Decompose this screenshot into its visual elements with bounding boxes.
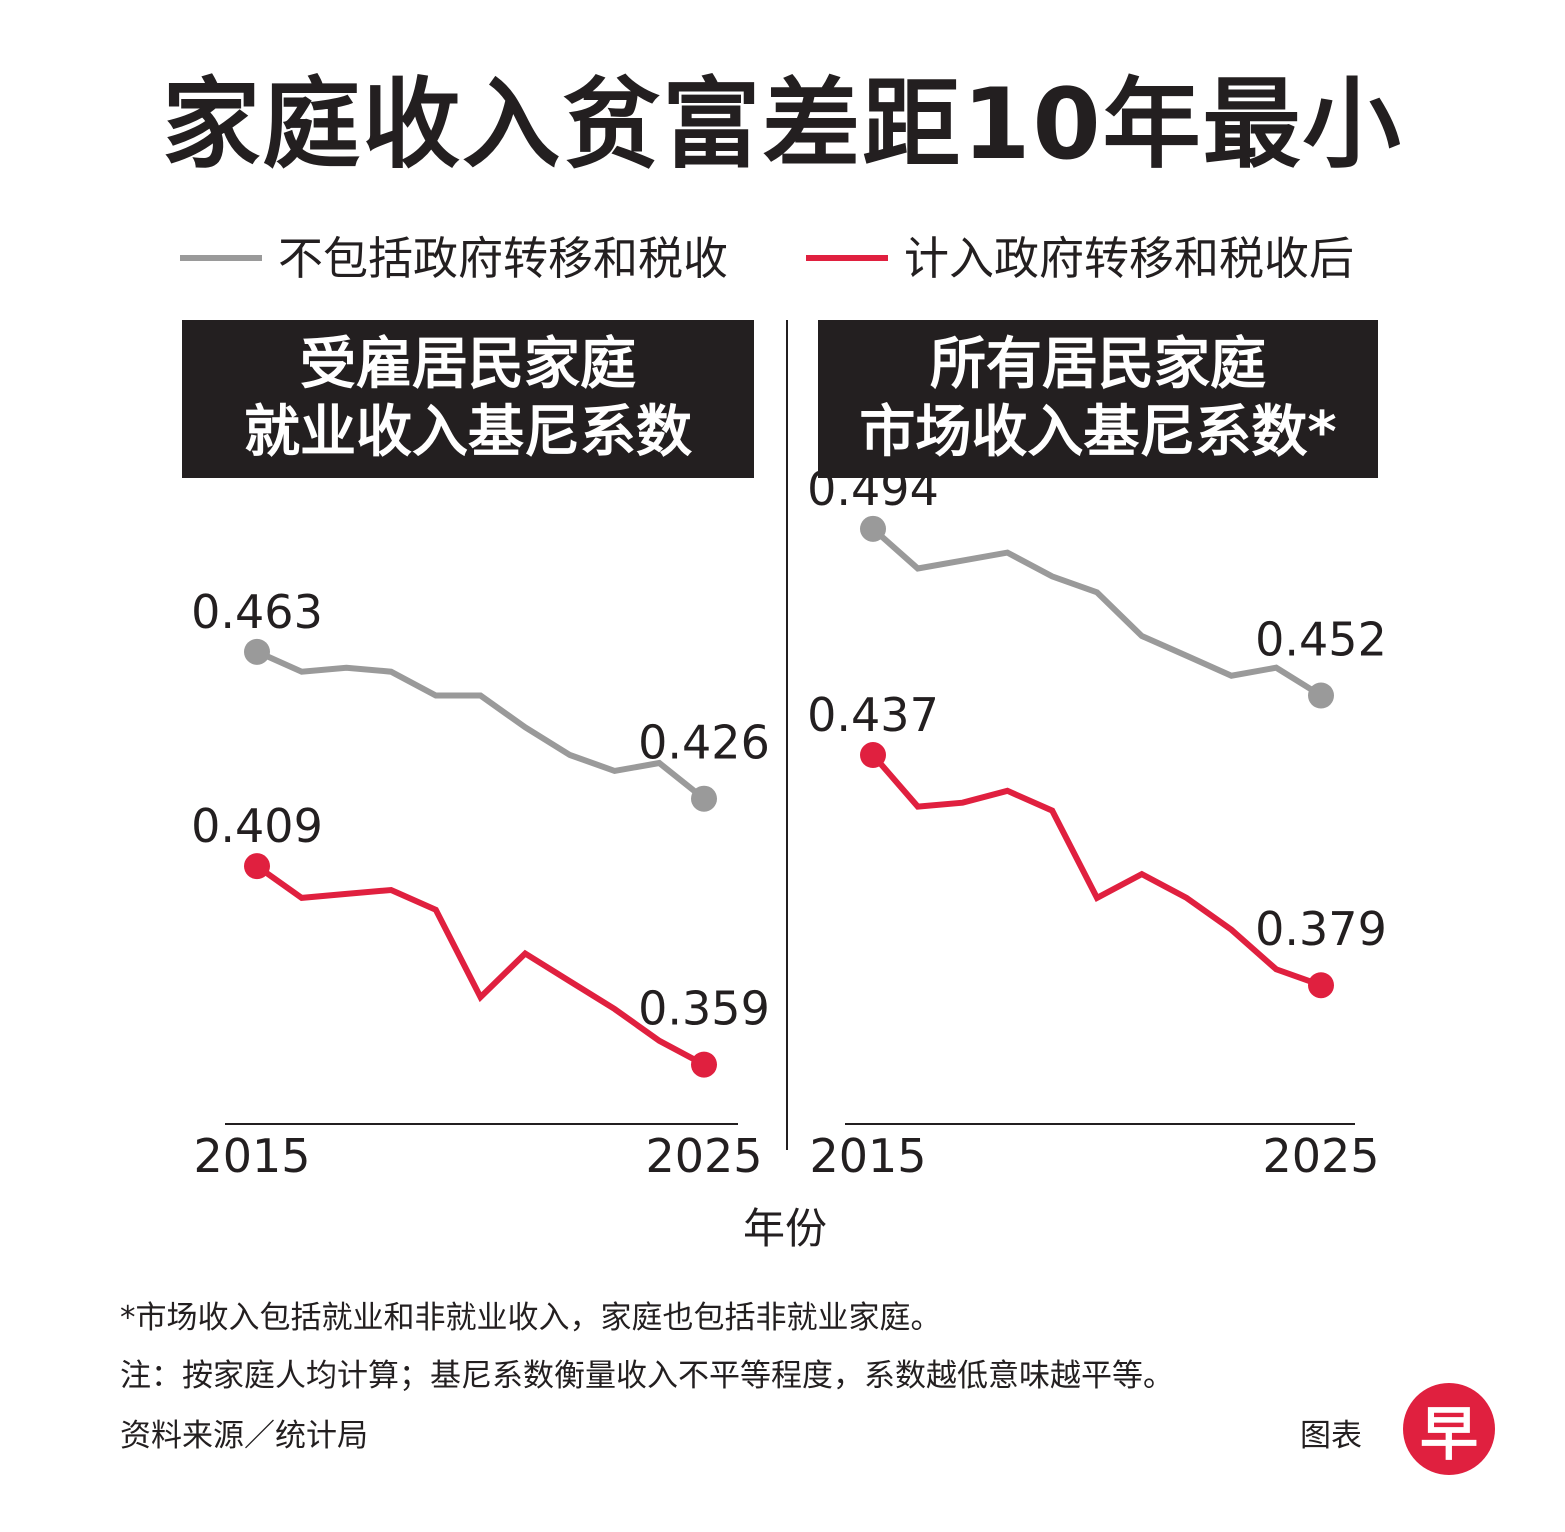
panel-title-employed: 受雇居民家庭 就业收入基尼系数 bbox=[182, 320, 754, 478]
credit-label: 图表 bbox=[1300, 1418, 1362, 1454]
data-label-start: 0.437 bbox=[807, 688, 939, 742]
data-point-start bbox=[860, 515, 886, 542]
footnote-market-income: *市场收入包括就业和非就业收入，家庭也包括非就业家庭。 bbox=[120, 1300, 942, 1336]
legend-label: 不包括政府转移和税收 bbox=[278, 231, 729, 285]
page-title: 家庭收入贫富差距10年最小 bbox=[162, 68, 1403, 182]
legend-swatch-gray bbox=[180, 255, 262, 261]
legend-label: 计入政府转移和税收后 bbox=[904, 231, 1355, 285]
legend-item-pre-transfer: 不包括政府转移和税收 bbox=[180, 228, 728, 288]
legend-item-post-transfer: 计入政府转移和税收后 bbox=[806, 228, 1354, 288]
x-tick-label: 2015 bbox=[809, 1129, 926, 1183]
footnote-method: 注：按家庭人均计算；基尼系数衡量收入不平等程度，系数越低意味越平等。 bbox=[120, 1358, 1174, 1394]
data-label-start: 0.494 bbox=[807, 462, 939, 516]
panel-title-all: 所有居民家庭 市场收入基尼系数* bbox=[818, 320, 1378, 478]
panel-title-line: 所有居民家庭 bbox=[930, 331, 1266, 397]
data-label-end: 0.359 bbox=[638, 982, 770, 1036]
series-line-pre-transfer bbox=[255, 649, 706, 802]
x-tick-label: 2025 bbox=[645, 1129, 762, 1183]
data-point-end bbox=[1308, 682, 1334, 709]
data-point-end bbox=[691, 785, 717, 812]
data-point-end bbox=[1308, 972, 1334, 999]
source-note: 资料来源／统计局 bbox=[120, 1418, 368, 1454]
x-axis-title: 年份 bbox=[742, 1204, 827, 1253]
panel-title-line: 就业收入基尼系数 bbox=[244, 400, 692, 465]
panel-title-line: 受雇居民家庭 bbox=[300, 331, 636, 397]
data-label-end: 0.452 bbox=[1255, 613, 1387, 667]
data-label-end: 0.426 bbox=[638, 716, 770, 770]
panel-divider bbox=[786, 320, 788, 1150]
series-line-pre-transfer bbox=[871, 526, 1323, 699]
data-point-start bbox=[244, 638, 270, 665]
data-point-end bbox=[691, 1051, 717, 1078]
data-label-start: 0.463 bbox=[191, 585, 323, 639]
data-label-end: 0.379 bbox=[1255, 902, 1387, 956]
zaobao-logo: 早 bbox=[1403, 1383, 1495, 1475]
legend-swatch-red bbox=[806, 255, 888, 261]
data-point-start bbox=[244, 853, 270, 880]
data-point-start bbox=[860, 742, 886, 769]
x-tick-label: 2015 bbox=[193, 1129, 310, 1183]
series-line-post-transfer bbox=[870, 753, 1323, 989]
data-label-start: 0.409 bbox=[191, 799, 323, 853]
panel-title-line: 市场收入基尼系数* bbox=[859, 400, 1337, 465]
series-line-post-transfer bbox=[255, 863, 706, 1068]
x-tick-label: 2025 bbox=[1262, 1129, 1379, 1183]
